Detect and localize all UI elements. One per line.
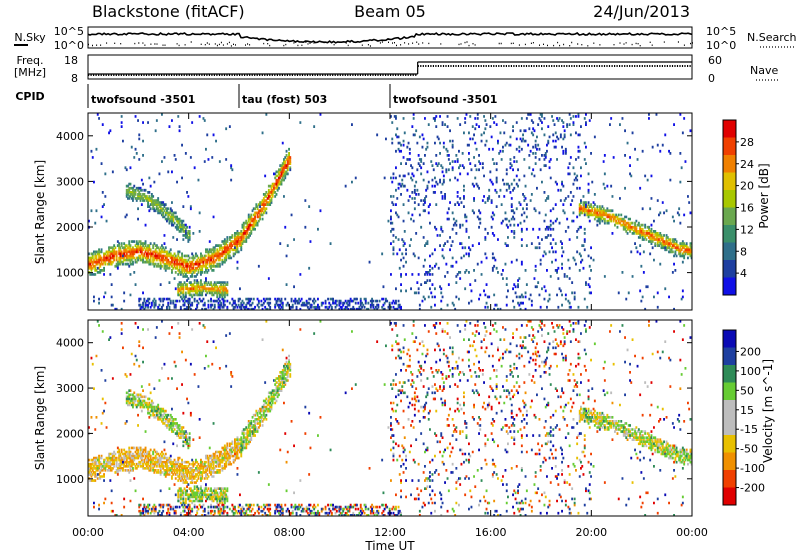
velocity-y-tick-label: 3000 bbox=[56, 382, 84, 395]
x-axis-label: Time UT bbox=[364, 539, 415, 553]
nave-right-tick-top: 60 bbox=[708, 54, 722, 67]
beam-label: Beam 05 bbox=[354, 2, 426, 21]
freq-left-tick-top: 18 bbox=[64, 54, 78, 67]
velocity-y-axis: 1000 2000 3000 4000 bbox=[56, 337, 692, 486]
power-colorbar-segment bbox=[723, 207, 736, 226]
power-colorbar-segment bbox=[723, 242, 736, 261]
power-colorbar-tick-label: 16 bbox=[740, 202, 754, 215]
search-noise-trace bbox=[88, 41, 693, 47]
velocity-colorbar-segment bbox=[723, 347, 736, 366]
nave-trace bbox=[88, 65, 691, 76]
power-y-tick-label: 1000 bbox=[56, 267, 84, 280]
power-heatmap bbox=[88, 113, 692, 310]
x-tick-label: 12:00 bbox=[374, 526, 406, 539]
noise-right-label: N.Search bbox=[747, 31, 797, 44]
power-colorbar-segment bbox=[723, 190, 736, 208]
freq-traces bbox=[88, 61, 692, 76]
power-colorbar-tick-label: 20 bbox=[740, 180, 754, 193]
velocity-colorbar-tick-label: -200 bbox=[740, 482, 765, 495]
date-label: 24/Jun/2013 bbox=[593, 2, 690, 21]
frequency-trace bbox=[88, 61, 692, 75]
cpid-segment-label: twofsound -3501 bbox=[91, 93, 195, 106]
velocity-colorbar-segment bbox=[723, 365, 736, 383]
power-colorbar-tick-label: 4 bbox=[740, 267, 747, 280]
noise-right-tick-top: 10^5 bbox=[706, 25, 736, 38]
power-colorbar-tick-label: 12 bbox=[740, 223, 754, 236]
power-heatmap-cells bbox=[90, 113, 691, 310]
noise-right-tick-bottom: 10^0 bbox=[706, 39, 736, 52]
velocity-colorbar-tick-label: 100 bbox=[740, 365, 761, 378]
power-colorbar-tick-label: 28 bbox=[740, 136, 754, 149]
cpid-label: CPID bbox=[15, 90, 44, 103]
power-colorbar-segment bbox=[723, 155, 736, 173]
velocity-colorbar-tick-label: -100 bbox=[740, 462, 765, 475]
power-colorbar-segment bbox=[723, 225, 736, 243]
velocity-colorbar-segment bbox=[723, 452, 736, 471]
freq-left-label-1: Freq. bbox=[16, 54, 43, 67]
freq-left-label-2: [MHz] bbox=[14, 66, 46, 79]
velocity-y-axis-label: Slant Range [km] bbox=[33, 366, 47, 470]
power-colorbar-segment bbox=[723, 260, 736, 278]
noise-traces bbox=[87, 31, 693, 47]
velocity-y-tick-label: 2000 bbox=[56, 427, 84, 440]
noise-left-tick-top: 10^5 bbox=[54, 25, 84, 38]
station-title: Blackstone (fitACF) bbox=[92, 2, 245, 21]
freq-left-tick-bottom: 8 bbox=[71, 72, 78, 85]
velocity-colorbar-segment bbox=[723, 435, 736, 453]
power-colorbar-segment bbox=[723, 137, 736, 156]
x-tick-label: 00:00 bbox=[72, 526, 104, 539]
noise-left-tick-bottom: 10^0 bbox=[54, 39, 84, 52]
velocity-y-tick-label: 1000 bbox=[56, 473, 84, 486]
power-colorbar-segment bbox=[723, 120, 736, 138]
x-tick-label: 00:00 bbox=[676, 526, 708, 539]
cpid-segment-label: tau (fost) 503 bbox=[242, 93, 327, 106]
power-colorbar-segment bbox=[723, 277, 736, 296]
x-tick-label: 20:00 bbox=[575, 526, 607, 539]
power-colorbar-segment bbox=[723, 172, 736, 191]
velocity-colorbar-segment bbox=[723, 417, 736, 436]
velocity-colorbar-tick-label: 50 bbox=[740, 384, 754, 397]
power-y-axis-label: Slant Range [km] bbox=[33, 160, 47, 264]
power-y-axis: 1000 2000 3000 4000 bbox=[56, 130, 692, 280]
velocity-colorbar-segment bbox=[723, 400, 736, 418]
velocity-colorbar-frame bbox=[722, 329, 737, 506]
noise-panel-frame bbox=[87, 26, 693, 49]
velocity-colorbar: 200 100 50 15 -15 -50 -100 -200 bbox=[722, 329, 765, 506]
velocity-heatmap bbox=[88, 320, 692, 516]
velocity-y-tick-label: 4000 bbox=[56, 337, 84, 350]
power-colorbar-tick-label: 24 bbox=[740, 158, 754, 171]
velocity-colorbar-segment bbox=[723, 487, 736, 506]
velocity-colorbar-segment bbox=[723, 330, 736, 348]
nave-right-tick-bottom: 0 bbox=[708, 72, 715, 85]
velocity-colorbar-tick-label: -15 bbox=[740, 423, 758, 436]
power-colorbar-tick-label: 8 bbox=[740, 245, 747, 258]
velocity-colorbar-tick-label: 200 bbox=[740, 345, 761, 358]
noise-left-label: N.Sky bbox=[14, 31, 46, 44]
cpid-segments: twofsound -3501 tau (fost) 503 twofsound -… bbox=[87, 84, 497, 108]
power-y-tick-label: 2000 bbox=[56, 221, 84, 234]
velocity-colorbar-segment bbox=[723, 382, 736, 401]
velocity-colorbar-segment bbox=[723, 470, 736, 488]
nave-right-label: Nave bbox=[750, 64, 778, 77]
x-tick-label: 08:00 bbox=[273, 526, 305, 539]
power-y-tick-label: 3000 bbox=[56, 175, 84, 188]
time-x-axis: 00:00 04:00 08:00 12:00 16:00 20:00 00:00 bbox=[72, 113, 708, 539]
sky-noise-trace bbox=[87, 31, 693, 44]
x-tick-label: 04:00 bbox=[173, 526, 205, 539]
x-tick-label: 16:00 bbox=[475, 526, 507, 539]
velocity-colorbar-tick-label: -50 bbox=[740, 443, 758, 456]
power-heatmap-cells bbox=[89, 164, 288, 268]
power-y-tick-label: 4000 bbox=[56, 130, 84, 143]
freq-panel-frame bbox=[87, 54, 693, 80]
power-colorbar: 4 8 12 16 20 24 28 bbox=[722, 119, 754, 296]
velocity-colorbar-tick-label: 15 bbox=[740, 404, 754, 417]
velocity-heatmap-cells bbox=[96, 320, 684, 516]
power-colorbar-label: Power [dB] bbox=[757, 163, 771, 228]
cpid-segment-label: twofsound -3501 bbox=[393, 93, 497, 106]
velocity-colorbar-label: Velocity [m s^-1] bbox=[761, 359, 775, 463]
